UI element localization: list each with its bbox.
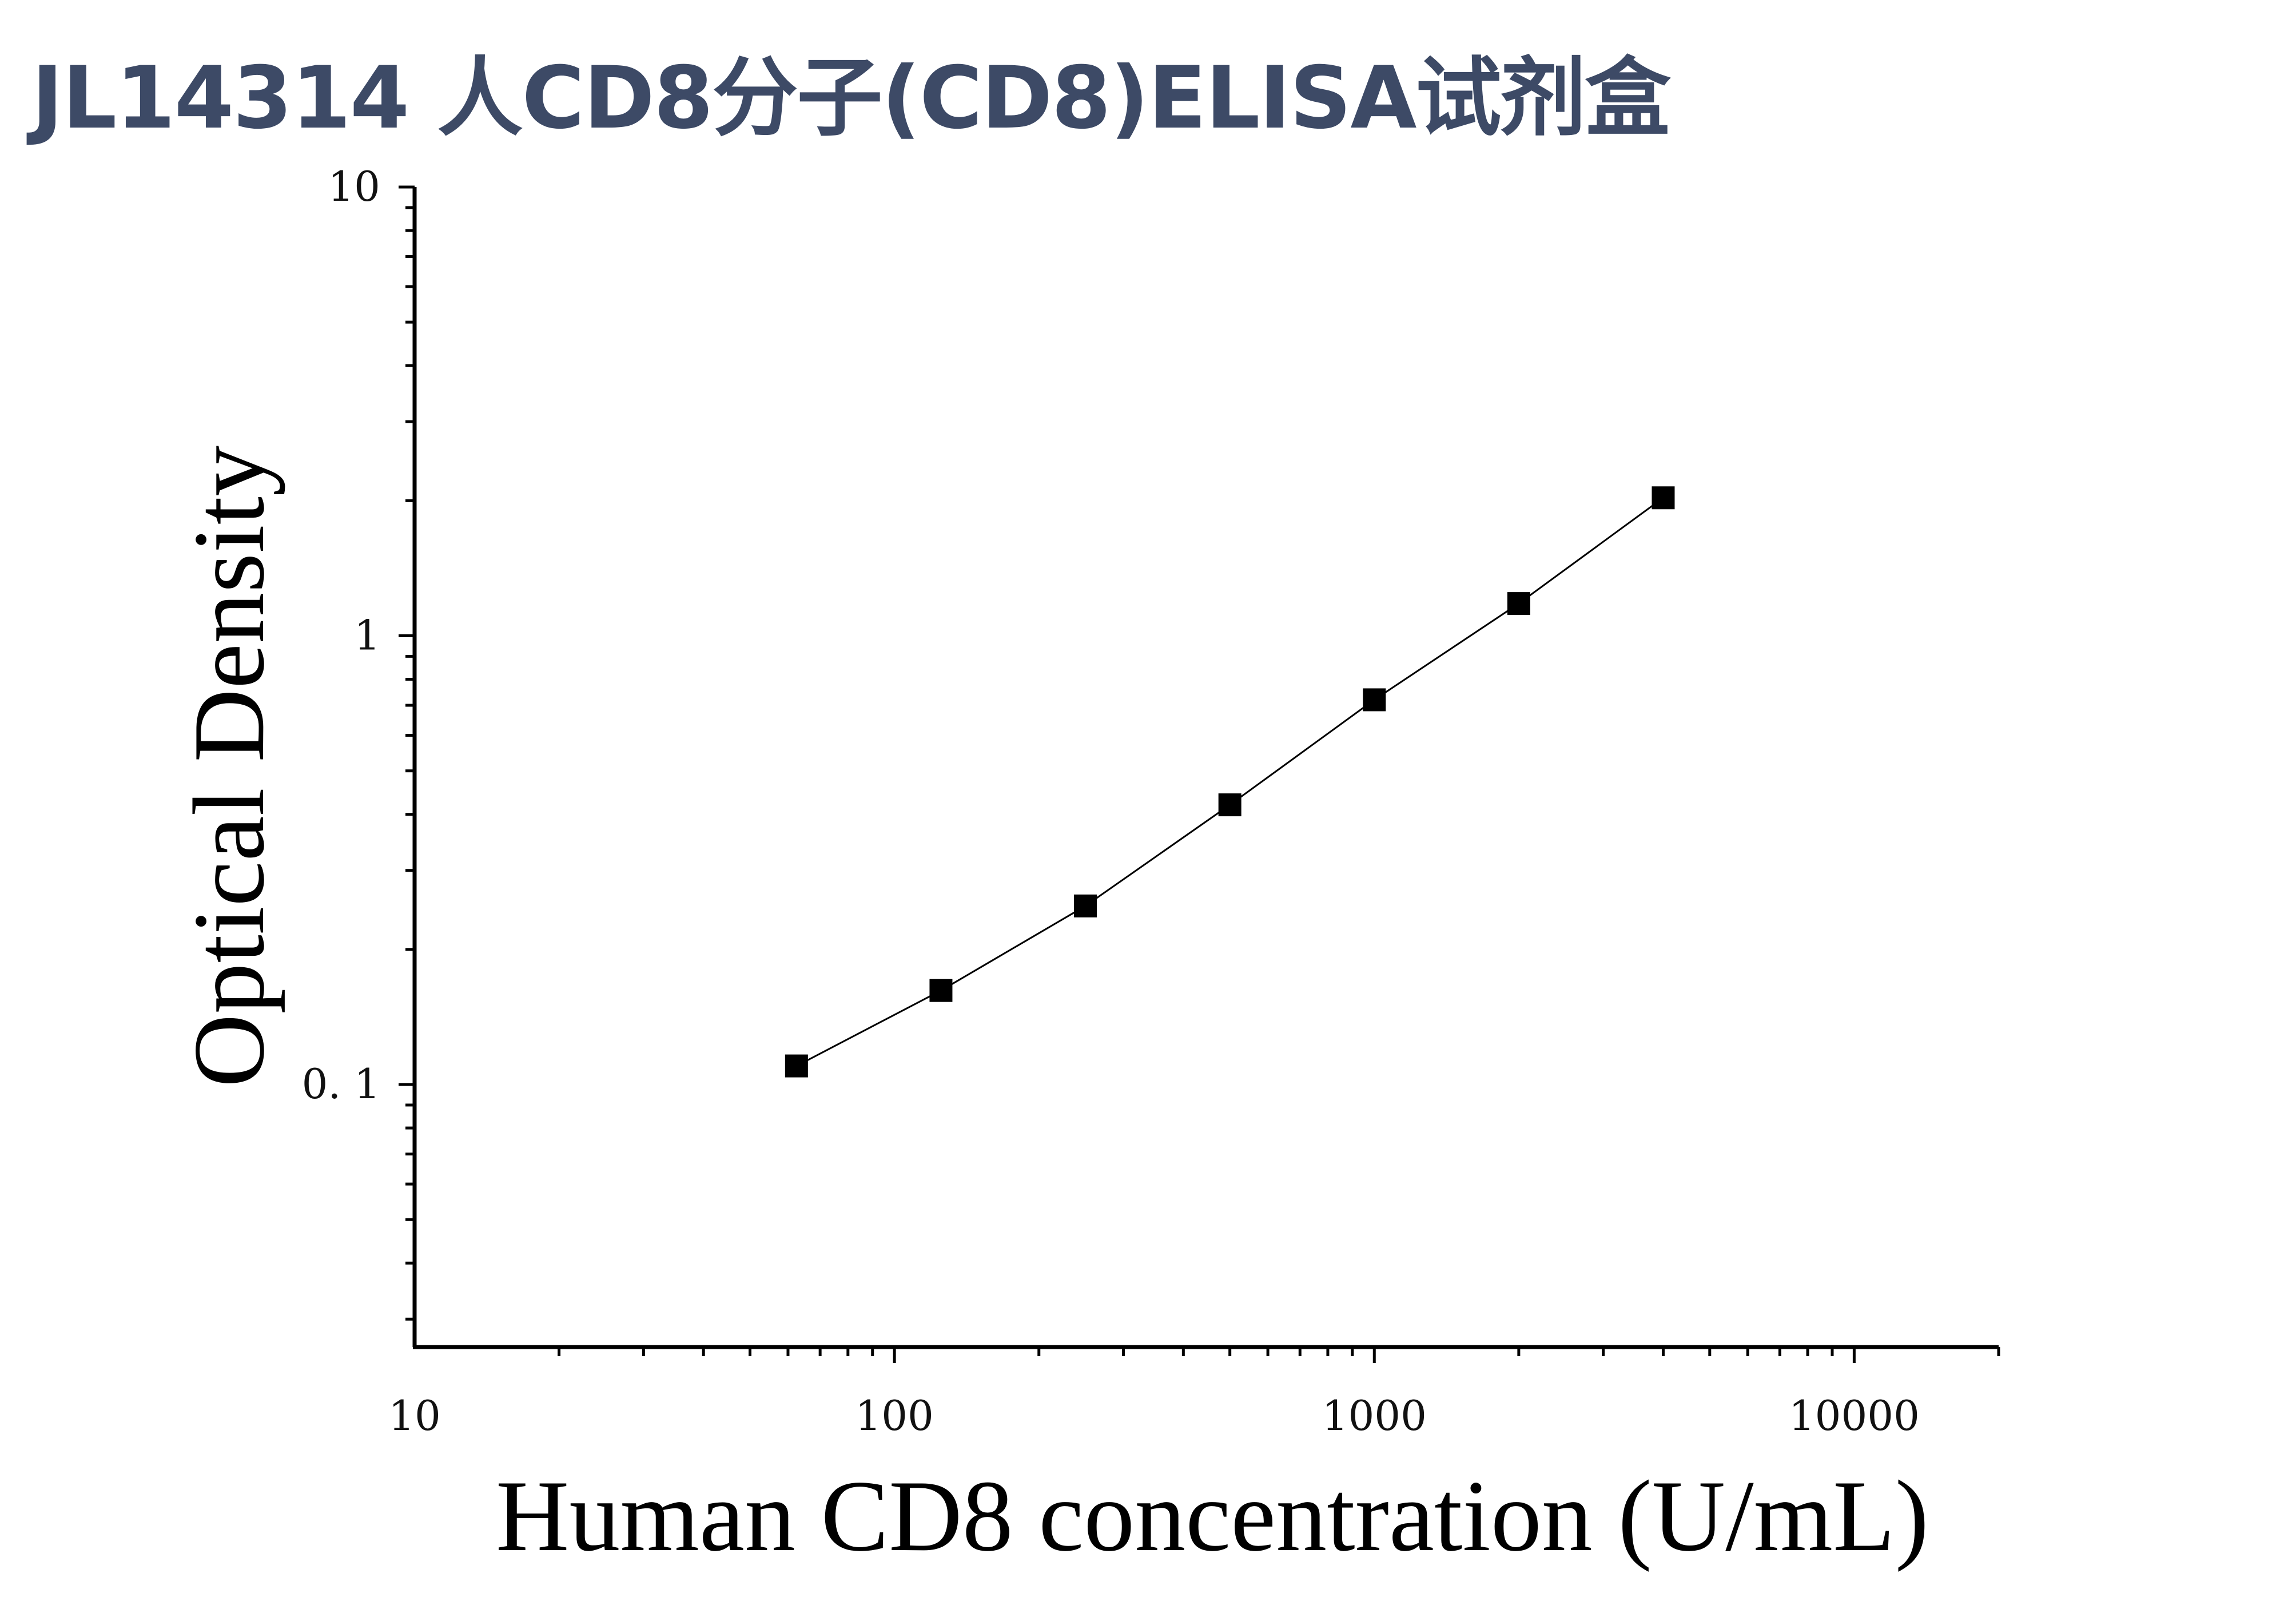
x-axis-title: Human CD8 concentration (U/mL) (496, 1459, 1929, 1572)
series-layer (785, 486, 1675, 1078)
data-point-marker (1507, 592, 1530, 615)
x-tick-label: 10000 (1789, 1392, 1920, 1440)
data-point-marker (929, 979, 953, 1002)
page-title: JL14314 人CD8分子(CD8)ELISA试剂盒 (31, 49, 1670, 148)
axes: 10 100 1000 10000 0. 1 1 10 (302, 162, 2000, 1440)
data-point-marker (1218, 793, 1241, 817)
standard-curve-line (796, 497, 1664, 1067)
data-point-marker (1363, 688, 1386, 712)
data-point-marker (1074, 894, 1097, 917)
y-tick-label: 0. 1 (302, 1060, 380, 1108)
y-axis-title: Optical Density (172, 446, 285, 1087)
x-tick-label: 100 (855, 1392, 933, 1440)
x-tick-label: 1000 (1322, 1392, 1427, 1440)
y-tick-label: 1 (354, 611, 380, 660)
data-point-marker (785, 1054, 808, 1078)
x-tick-label: 10 (388, 1392, 441, 1440)
data-point-marker (1652, 486, 1675, 510)
y-tick-label: 10 (328, 162, 380, 210)
